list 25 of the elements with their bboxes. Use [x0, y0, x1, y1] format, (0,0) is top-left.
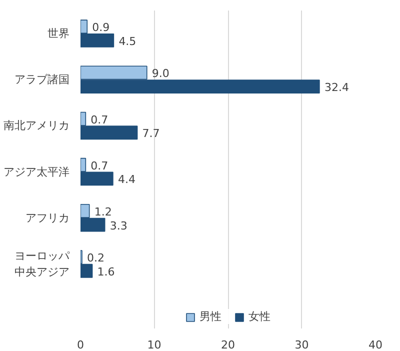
x-tick-label: 20	[221, 338, 235, 351]
data-label: 9.0	[152, 67, 170, 80]
x-tick-label: 0	[77, 338, 84, 351]
data-label: 0.2	[86, 252, 104, 265]
data-label: 0.9	[92, 21, 110, 34]
data-label: 0.7	[90, 113, 108, 126]
legend-label: 女性	[248, 309, 270, 324]
y-tick-label: ヨーロッパ中央アジア	[14, 250, 70, 278]
data-label: 4.4	[118, 173, 136, 186]
y-tick-label: アジア太平洋	[4, 165, 70, 178]
y-tick-label: 南北アメリカ	[4, 119, 70, 132]
x-tick-label: 10	[147, 338, 162, 351]
data-label: 4.5	[118, 34, 136, 48]
data-label: 3.3	[110, 219, 128, 232]
data-label: 1.2	[94, 205, 112, 218]
legend-label: 男性	[200, 309, 222, 324]
data-label: 1.6	[97, 265, 115, 278]
data-label: 0.7	[90, 159, 108, 172]
y-tick-label: アラブ諸国	[14, 73, 70, 86]
x-tick-label: 30	[294, 338, 309, 351]
data-label: 32.4	[324, 81, 349, 94]
y-tick-label: 世界	[48, 27, 70, 40]
y-tick-label: アフリカ	[26, 211, 70, 224]
data-label: 7.7	[142, 127, 160, 140]
x-tick-label: 40	[368, 338, 382, 351]
